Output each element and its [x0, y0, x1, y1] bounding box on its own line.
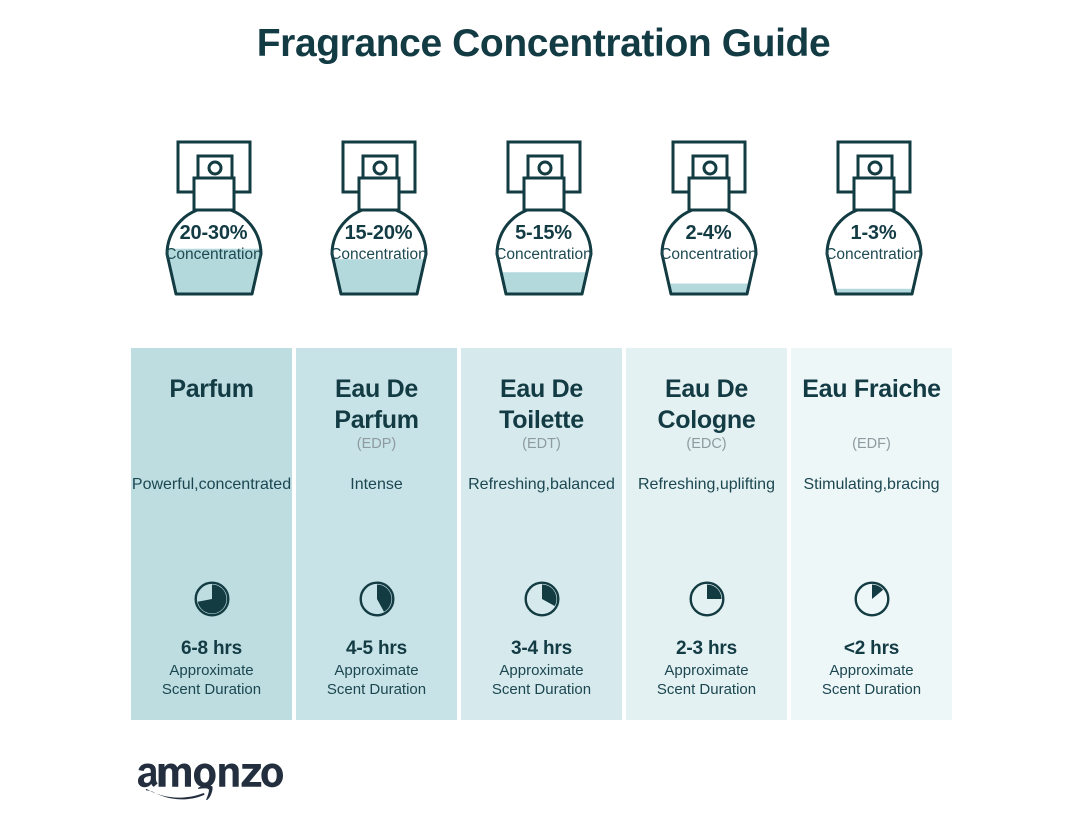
duration-caption-line1: Approximate — [169, 662, 254, 679]
duration-clock-icon — [626, 580, 787, 618]
fragrance-name: Eau Fraiche — [802, 375, 941, 403]
fragrance-description: Refreshing,uplifting — [638, 476, 775, 493]
bottle-5: 1-3% Concentration — [791, 134, 956, 334]
duration-caption: Approximate Scent Duration — [131, 661, 292, 699]
concentration-percent: 2-4% — [685, 222, 732, 244]
concentration-label: Concentration — [660, 246, 757, 263]
fragrance-abbreviation: (EDC) — [686, 436, 727, 452]
duration-caption: Approximate Scent Duration — [626, 661, 787, 699]
fragrance-description: Stimulating,bracing — [803, 476, 940, 493]
fragrance-name: Eau De Cologne — [657, 375, 756, 434]
concentration-label: Concentration — [825, 246, 922, 263]
concentration-label: Concentration — [165, 246, 262, 263]
duration-caption: Approximate Scent Duration — [791, 661, 952, 699]
concentration-percent: 20-30% — [179, 222, 248, 244]
duration-value: 3-4 hrs — [511, 638, 572, 659]
bottle-1: 20-30% Concentration — [131, 134, 296, 334]
fragrance-description: Refreshing,balanced — [468, 476, 615, 493]
fragrance-card-1[interactable]: Parfum Powerful,concentrated 6-8 hrs App… — [131, 348, 292, 720]
fragrance-card-2[interactable]: Eau De Parfum (EDP) Intense 4-5 hrs Appr… — [296, 348, 457, 720]
concentration-percent: 15-20% — [344, 222, 413, 244]
duration-caption-line2: Scent Duration — [161, 681, 262, 698]
concentration-label: Concentration — [495, 246, 592, 263]
duration-caption-line2: Scent Duration — [326, 681, 427, 698]
duration-caption-line2: Scent Duration — [821, 681, 922, 698]
concentration-label: Concentration — [330, 246, 427, 263]
duration-caption: Approximate Scent Duration — [461, 661, 622, 699]
fragrance-card-3[interactable]: Eau De Toilette (EDT) Refreshing,balance… — [461, 348, 622, 720]
fragrance-abbreviation: (EDP) — [356, 436, 397, 452]
bottle-2: 15-20% Concentration — [296, 134, 461, 334]
fragrance-abbreviation: (EDT) — [522, 436, 561, 452]
duration-clock-icon — [791, 580, 952, 618]
duration-clock-icon — [296, 580, 457, 618]
duration-caption-line2: Scent Duration — [491, 681, 592, 698]
fragrance-description: Powerful,concentrated — [131, 476, 292, 493]
duration-caption: Approximate Scent Duration — [296, 661, 457, 699]
fragrance-name: Parfum — [169, 375, 254, 403]
duration-caption-line1: Approximate — [334, 662, 419, 679]
duration-clock-icon — [131, 580, 292, 618]
duration-value: 2-3 hrs — [676, 638, 737, 659]
fragrance-card-5[interactable]: Eau Fraiche (EDF) Stimulating,bracing <2… — [791, 348, 952, 720]
duration-caption-line1: Approximate — [664, 662, 749, 679]
fragrance-abbreviation: (EDF) — [852, 436, 891, 452]
duration-clock-icon — [461, 580, 622, 618]
duration-caption-line1: Approximate — [499, 662, 584, 679]
amazon-logo — [133, 748, 283, 801]
duration-caption-line2: Scent Duration — [656, 681, 757, 698]
fragrance-card-row: Parfum Powerful,concentrated 6-8 hrs App… — [131, 348, 956, 720]
fragrance-description: Intense — [350, 476, 403, 493]
page-title: Fragrance Concentration Guide — [256, 22, 831, 65]
fragrance-name: Eau De Toilette — [499, 375, 584, 434]
bottle-4: 2-4% Concentration — [626, 134, 791, 334]
fragrance-card-4[interactable]: Eau De Cologne (EDC) Refreshing,upliftin… — [626, 348, 787, 720]
concentration-percent: 1-3% — [850, 222, 897, 244]
duration-value: 4-5 hrs — [346, 638, 407, 659]
concentration-percent: 5-15% — [515, 222, 572, 244]
duration-value: 6-8 hrs — [181, 638, 242, 659]
duration-caption-line1: Approximate — [829, 662, 914, 679]
fragrance-name: Eau De Parfum — [334, 375, 419, 434]
bottle-3: 5-15% Concentration — [461, 134, 626, 334]
duration-value: <2 hrs — [843, 638, 900, 659]
bottle-row: 20-30% Concentration 15-20% Concentratio… — [131, 134, 956, 334]
